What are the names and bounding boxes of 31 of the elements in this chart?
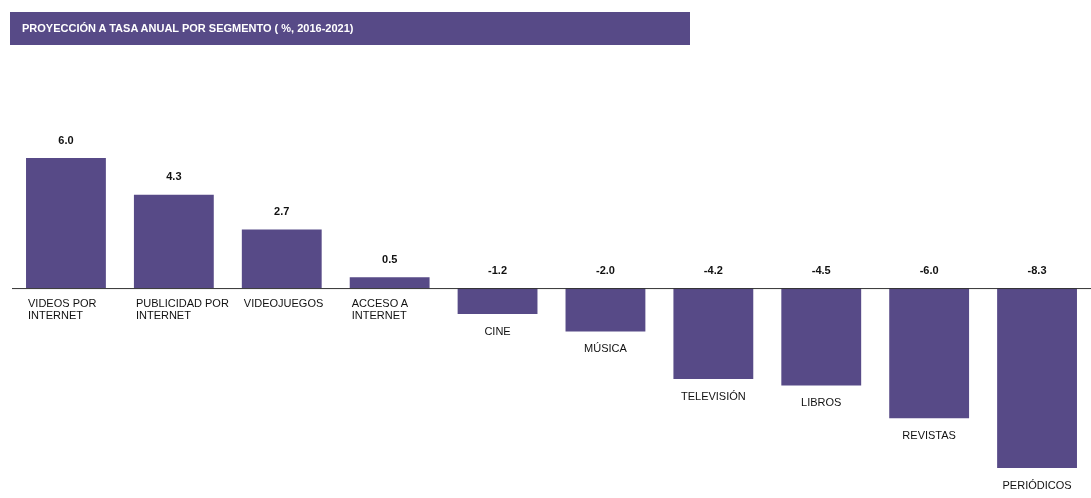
bar	[997, 288, 1077, 468]
data-label: -4.2	[703, 263, 723, 276]
bar	[241, 229, 322, 289]
x-tick-label: TELEVISIÓN	[680, 389, 746, 402]
x-tick-label: CINE	[484, 324, 511, 337]
x-tick-label: REVISTAS	[902, 428, 956, 441]
data-label: -6.0	[919, 263, 939, 276]
x-tick-label: PUBLICIDAD POR INTERNET	[135, 296, 229, 321]
data-label: 0.5	[382, 252, 398, 265]
x-tick-label: VIDEOS POR INTERNET	[28, 296, 97, 321]
bar	[781, 288, 862, 386]
bar	[565, 288, 646, 332]
data-label: 2.7	[274, 205, 290, 218]
bar	[457, 288, 538, 315]
x-tick-label: LIBROS	[801, 396, 842, 409]
bar	[889, 288, 970, 419]
x-tick-label: PERIÓDICOS	[1002, 478, 1072, 491]
x-tick-label: VIDEOJUEGOS	[243, 296, 324, 309]
data-label: 4.3	[166, 170, 182, 183]
bar	[673, 288, 754, 380]
bar	[133, 194, 214, 289]
bar	[349, 277, 430, 289]
data-label: -1.2	[488, 263, 508, 276]
data-label: 6.0	[58, 133, 74, 146]
data-label: -2.0	[595, 263, 615, 276]
x-tick-label: MÚSICA	[584, 341, 628, 354]
chart-title: PROYECCIÓN A TASA ANUAL POR SEGMENTO ( %, 2016-2021)	[10, 12, 690, 45]
data-label: -4.5	[811, 263, 831, 276]
data-label: -8.3	[1027, 263, 1047, 276]
bar	[26, 158, 106, 289]
x-tick-label: ACCESO A INTERNET	[351, 296, 409, 321]
